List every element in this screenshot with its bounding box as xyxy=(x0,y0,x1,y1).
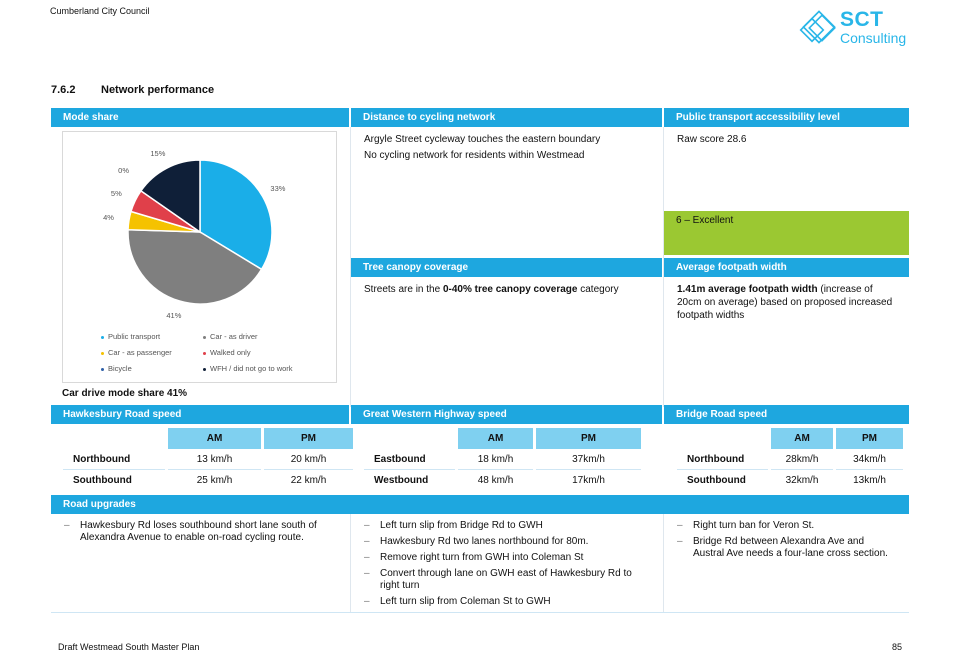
legend-item: WFH / did not go to work xyxy=(203,364,293,373)
legend-swatch xyxy=(203,351,206,355)
list-item: Bridge Rd between Alexandra Ave and Aust… xyxy=(677,536,897,560)
logo-sub-text: Consulting xyxy=(840,30,907,46)
list-item: Left turn slip from Coleman St to GWH xyxy=(364,596,654,608)
sct-logo: SCT Consulting xyxy=(798,8,910,50)
table-row: Southbound 25 km/h 22 km/h xyxy=(73,475,327,486)
col-pm: PM xyxy=(264,428,353,449)
gwh-speed-table: AM PM Eastbound 18 km/h 37km/h Westbound 48 … xyxy=(361,428,644,491)
logo-main-text: SCT xyxy=(840,8,884,31)
pie-slice xyxy=(199,159,273,271)
table-row: Northbound 28km/h 34km/h xyxy=(677,449,903,470)
column-divider xyxy=(350,127,351,407)
car-mode-share-summary: Car drive mode share 41% xyxy=(62,388,188,399)
list-item: Hawkesbury Rd loses southbound short lan… xyxy=(64,520,346,544)
legend-label: Bicycle xyxy=(108,364,132,373)
legend-item: Car - as driver xyxy=(203,332,258,341)
legend-label: Car - as driver xyxy=(210,332,258,341)
hawkesbury-speed-table: AM PM Northbound 13 km/h 20 km/h Southbound… xyxy=(60,428,356,491)
canopy-bold: 0-40% tree canopy coverage xyxy=(442,284,578,295)
pie-data-label: 15% xyxy=(150,148,166,158)
pie-slice xyxy=(139,159,201,234)
pie-chart xyxy=(127,159,273,305)
page-number: 85 xyxy=(892,642,903,652)
pie-slice xyxy=(127,228,263,305)
document-title: Draft Westmead South Master Plan xyxy=(58,642,200,652)
table-row: Eastbound 18 km/h 37km/h xyxy=(364,449,641,470)
legend-item: Walked only xyxy=(203,348,251,357)
section-number: 7.6.2 xyxy=(51,84,76,96)
legend-item: Public transport xyxy=(101,332,160,341)
col-pm: PM xyxy=(836,428,903,449)
legend-swatch xyxy=(101,367,104,371)
footpath-bold: 1.41m average footpath width xyxy=(677,284,818,295)
footpath-heading: Average footpath width xyxy=(664,258,909,277)
pie-data-label: 4% xyxy=(103,212,114,222)
pie-data-label: 0% xyxy=(118,165,130,175)
legend-swatch xyxy=(203,335,206,339)
col-pm: PM xyxy=(536,428,641,449)
pie-data-label: 33% xyxy=(270,183,286,193)
section-title: Network performance xyxy=(101,84,215,96)
logo-diamond-icon xyxy=(799,10,836,44)
distance-line-1: Argyle Street cycleway touches the easte… xyxy=(364,134,601,145)
table-bottom-rule xyxy=(51,612,909,613)
mode-share-heading: Mode share xyxy=(51,108,349,127)
column-divider xyxy=(663,514,664,612)
legend-label: Public transport xyxy=(108,332,161,341)
pie-data-label: 5% xyxy=(110,188,122,198)
road-upgrades-heading: Road upgrades xyxy=(51,495,909,514)
list-item: Hawkesbury Rd two lanes northbound for 8… xyxy=(364,536,654,548)
bridge-speed-heading: Bridge Road speed xyxy=(664,405,909,424)
distance-heading: Distance to cycling network xyxy=(351,108,662,127)
legend-swatch xyxy=(101,351,104,355)
legend-label: Car - as passenger xyxy=(108,348,172,357)
legend-swatch xyxy=(101,335,104,339)
mode-share-chart: 33% 41% 4% 5% 0% 15% Public transport Car - as… xyxy=(62,131,337,383)
list-item: Remove right turn from GWH into Coleman … xyxy=(364,552,654,564)
legend-item: Car - as passenger xyxy=(101,348,172,357)
table-row: Northbound 13 km/h 20 km/h xyxy=(63,449,353,470)
pt-rating-badge: 6 – Excellent xyxy=(664,211,909,255)
legend-label: WFH / did not go to work xyxy=(210,364,293,373)
canopy-heading: Tree canopy coverage xyxy=(351,258,662,277)
footpath-text: 1.41m average footpath width (increase o… xyxy=(677,284,893,321)
organisation-name: Cumberland City Council xyxy=(50,6,150,16)
pie-data-label: 41% xyxy=(166,311,182,321)
table-row: Southbound 32km/h 13km/h xyxy=(687,475,886,486)
legend-label: Walked only xyxy=(210,348,251,357)
pt-raw-score: Raw score 28.6 xyxy=(677,134,747,145)
column-divider xyxy=(663,127,664,407)
hawkesbury-speed-heading: Hawkesbury Road speed xyxy=(51,405,349,424)
legend-swatch xyxy=(203,367,206,371)
distance-line-2: No cycling network for residents within … xyxy=(364,150,585,161)
upgrades-list-gwh: Left turn slip from Bridge Rd to GWH Hawk… xyxy=(364,520,654,612)
upgrades-list-bridge: Right turn ban for Veron St. Bridge Rd be… xyxy=(677,520,897,564)
col-am: AM xyxy=(168,428,261,449)
col-am: AM xyxy=(458,428,533,449)
list-item: Convert through lane on GWH east of Hawk… xyxy=(364,568,654,592)
pt-access-heading: Public transport accessibility level xyxy=(664,108,909,127)
canopy-text: Streets are in the 0-40% tree canopy cov… xyxy=(364,284,619,295)
list-item: Left turn slip from Bridge Rd to GWH xyxy=(364,520,654,532)
list-item: Right turn ban for Veron St. xyxy=(677,520,897,532)
upgrades-list-hawkesbury: Hawkesbury Rd loses southbound short lan… xyxy=(64,520,346,548)
column-divider xyxy=(350,514,351,612)
table-row: Westbound 48 km/h 17km/h xyxy=(374,475,605,486)
legend-item: Bicycle xyxy=(101,364,132,373)
gwh-speed-heading: Great Western Highway speed xyxy=(351,405,662,424)
col-am: AM xyxy=(771,428,833,449)
bridge-speed-table: AM PM Northbound 28km/h 34km/h Southbound 32… xyxy=(674,428,906,491)
